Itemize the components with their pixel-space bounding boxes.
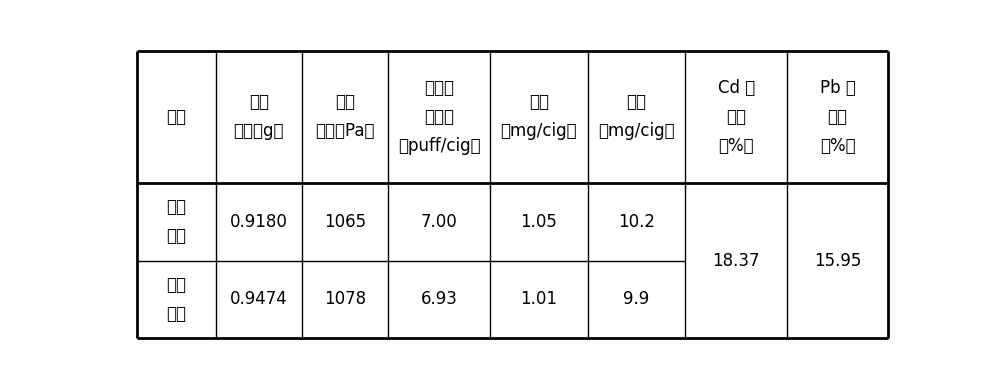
Text: 烟碱
（mg/cig）: 烟碱 （mg/cig） [500, 93, 577, 141]
Text: 0.9474: 0.9474 [230, 290, 288, 308]
Text: 0.9180: 0.9180 [230, 213, 288, 231]
Text: 7.00: 7.00 [421, 213, 458, 231]
Text: 1.05: 1.05 [520, 213, 557, 231]
Text: 对照
卷烟: 对照 卷烟 [166, 198, 186, 245]
Text: 1065: 1065 [324, 213, 366, 231]
Text: Pb 降
低率
（%）: Pb 降 低率 （%） [820, 79, 856, 155]
Text: 1078: 1078 [324, 290, 366, 308]
Text: 15.95: 15.95 [814, 251, 861, 270]
Text: Cd 降
低率
（%）: Cd 降 低率 （%） [718, 79, 755, 155]
Text: 样品: 样品 [166, 108, 186, 126]
Text: 18.37: 18.37 [712, 251, 760, 270]
Text: 焦油
（mg/cig）: 焦油 （mg/cig） [598, 93, 675, 141]
Text: 平均
吸阻（Pa）: 平均 吸阻（Pa） [315, 93, 375, 141]
Text: 试验
卷烟: 试验 卷烟 [166, 276, 186, 323]
Text: 9.9: 9.9 [623, 290, 650, 308]
Text: 平均
重量（g）: 平均 重量（g） [234, 93, 284, 141]
Text: 平均抽
吸口数
（puff/cig）: 平均抽 吸口数 （puff/cig） [398, 79, 481, 155]
Text: 6.93: 6.93 [421, 290, 458, 308]
Text: 1.01: 1.01 [520, 290, 557, 308]
Text: 10.2: 10.2 [618, 213, 655, 231]
